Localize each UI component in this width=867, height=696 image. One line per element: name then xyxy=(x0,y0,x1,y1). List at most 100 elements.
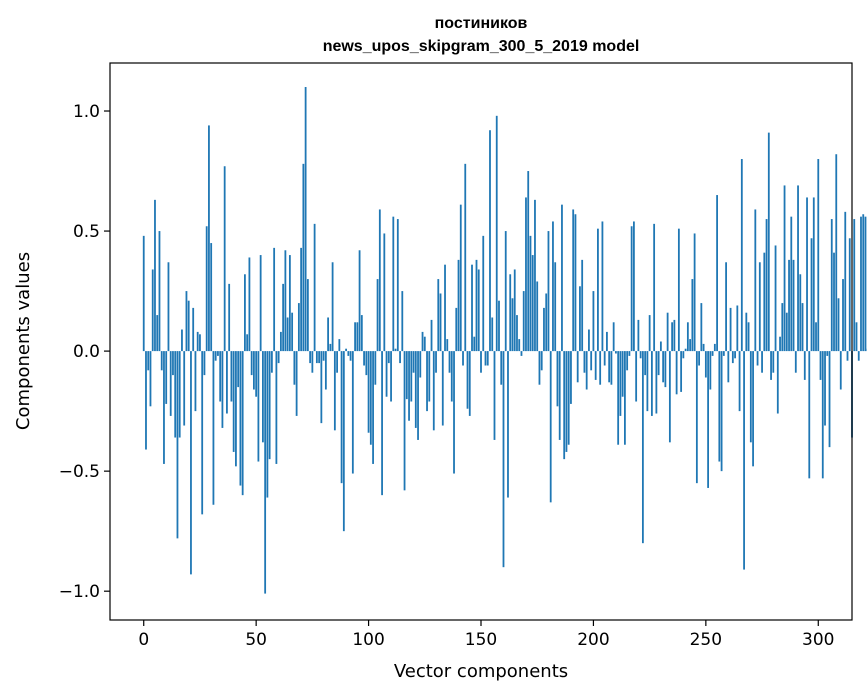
bar-141 xyxy=(459,204,462,352)
bar-68 xyxy=(295,351,298,416)
bar-3 xyxy=(149,351,152,407)
bar-244 xyxy=(691,279,694,352)
bar-206 xyxy=(606,331,608,352)
bar-291 xyxy=(797,185,799,352)
bar-242 xyxy=(686,322,689,352)
bar-187 xyxy=(563,351,566,460)
y-tick-label: −0.5 xyxy=(59,462,100,482)
bar-36 xyxy=(223,166,226,352)
bar-118 xyxy=(408,351,410,421)
bar-316 xyxy=(853,219,856,352)
bar-74 xyxy=(309,351,312,364)
bar-122 xyxy=(417,351,419,440)
bar-287 xyxy=(788,259,790,352)
bar-84 xyxy=(331,262,334,352)
bar-49 xyxy=(253,351,255,390)
bar-168 xyxy=(520,351,523,356)
bar-257 xyxy=(720,351,723,472)
bar-157 xyxy=(495,115,498,352)
bar-288 xyxy=(790,216,793,352)
bar-239 xyxy=(680,351,683,392)
bar-112 xyxy=(394,348,397,352)
bar-189 xyxy=(567,351,570,445)
bar-186 xyxy=(561,204,563,352)
bar-164 xyxy=(511,298,514,352)
bar-313 xyxy=(846,351,849,361)
bar-61 xyxy=(279,331,282,352)
bar-240 xyxy=(682,351,685,359)
bar-185 xyxy=(558,351,561,440)
bar-193 xyxy=(576,351,579,383)
bar-317 xyxy=(855,322,858,352)
bar-100 xyxy=(367,351,370,433)
bar-194 xyxy=(579,286,581,352)
bar-117 xyxy=(405,351,408,400)
bar-227 xyxy=(653,223,656,352)
bar-277 xyxy=(765,219,768,352)
bar-204 xyxy=(601,221,604,352)
bar-71 xyxy=(302,163,305,352)
bar-300 xyxy=(817,159,820,352)
bar-87 xyxy=(338,339,341,352)
bar-156 xyxy=(493,351,496,440)
bar-261 xyxy=(729,307,732,352)
bar-271 xyxy=(752,351,754,467)
bar-134 xyxy=(444,264,446,352)
bar-2 xyxy=(147,351,150,371)
x-tick-label: 300 xyxy=(802,630,834,650)
bar-111 xyxy=(392,216,395,352)
bar-96 xyxy=(358,250,361,352)
bar-5 xyxy=(154,199,156,352)
bar-199 xyxy=(590,351,593,371)
bar-162 xyxy=(507,351,509,498)
bar-24 xyxy=(196,331,199,352)
bar-166 xyxy=(516,315,518,352)
bar-107 xyxy=(383,233,386,352)
bar-133 xyxy=(441,351,444,426)
bar-253 xyxy=(711,351,714,356)
bar-197 xyxy=(585,351,588,390)
bar-228 xyxy=(655,351,658,414)
bar-183 xyxy=(554,262,557,352)
bar-92 xyxy=(349,351,352,361)
bar-42 xyxy=(237,351,240,388)
bar-63 xyxy=(284,250,287,352)
bar-234 xyxy=(668,351,671,443)
bar-115 xyxy=(401,291,404,352)
bar-276 xyxy=(763,252,766,352)
bar-278 xyxy=(767,132,770,352)
bar-69 xyxy=(297,303,300,352)
bar-6 xyxy=(156,315,159,352)
bar-258 xyxy=(722,351,725,356)
bar-140 xyxy=(457,259,460,352)
bar-173 xyxy=(531,255,534,352)
bar-211 xyxy=(617,351,620,445)
bar-45 xyxy=(244,274,246,352)
bar-290 xyxy=(794,351,797,373)
bar-246 xyxy=(695,351,698,484)
bar-43 xyxy=(239,351,242,486)
bar-59 xyxy=(275,351,278,464)
bar-215 xyxy=(626,351,629,371)
bar-160 xyxy=(502,351,505,568)
bar-297 xyxy=(810,238,813,352)
bar-238 xyxy=(677,228,680,352)
bar-249 xyxy=(702,343,705,352)
bar-89 xyxy=(342,351,345,532)
bar-40 xyxy=(232,351,235,452)
bar-47 xyxy=(248,257,251,352)
bar-283 xyxy=(779,336,781,352)
bar-319 xyxy=(860,216,862,352)
x-tick-label: 250 xyxy=(690,630,722,650)
bar-14 xyxy=(174,351,177,438)
bar-251 xyxy=(707,351,709,488)
bar-7 xyxy=(158,231,161,352)
bar-169 xyxy=(522,291,525,352)
bar-247 xyxy=(698,351,700,366)
bar-67 xyxy=(293,351,296,385)
bar-9 xyxy=(163,351,165,464)
bar-56 xyxy=(268,351,271,460)
bar-165 xyxy=(513,269,516,352)
bar-109 xyxy=(387,351,390,364)
bar-296 xyxy=(808,351,811,479)
